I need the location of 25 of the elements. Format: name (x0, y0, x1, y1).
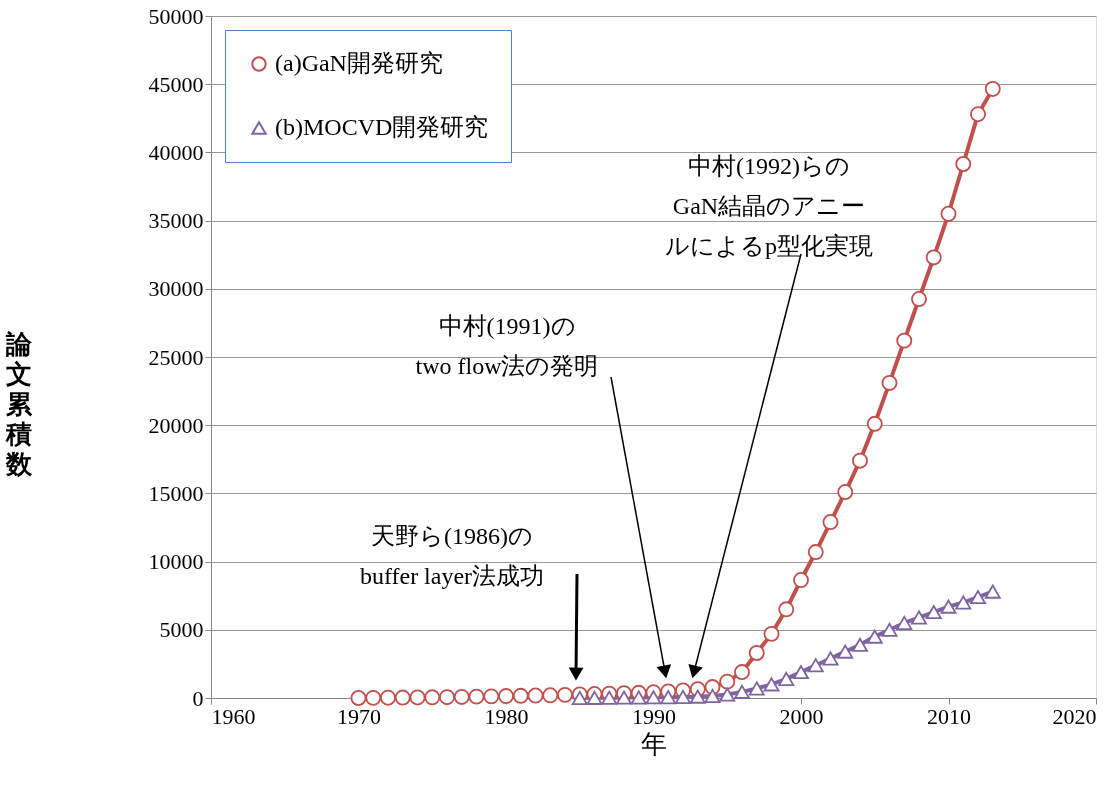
annotation: 天野ら(1986)の buffer layer法成功 (359, 523, 545, 589)
x-tick-label: 2000 (779, 703, 824, 729)
x-tick-label: 1990 (632, 703, 676, 729)
y-tick-label: 20000 (148, 412, 204, 438)
y-tick-label: 45000 (148, 71, 204, 97)
y-tick-label: 30000 (148, 276, 204, 302)
annotation: 中村(1992)らの GaN結晶のアニールによるp型化実現 (665, 153, 873, 259)
legend-label: (a)GaN開発研究 (275, 50, 443, 76)
y-tick-label: 15000 (148, 480, 204, 506)
y-tick-label: 0 (192, 685, 204, 711)
x-axis-title: 年 (641, 729, 667, 759)
y-tick-label: 35000 (148, 208, 204, 234)
y-axis-title: 論文累積数 (4, 329, 33, 479)
x-tick-label: 1960 (211, 703, 256, 729)
y-tick-label: 40000 (148, 139, 204, 165)
y-tick-label: 5000 (159, 617, 204, 643)
x-tick-label: 2020 (1052, 703, 1097, 729)
y-tick-label: 10000 (148, 549, 204, 575)
x-tick-label: 2010 (927, 703, 971, 729)
legend-label: (b)MOCVD開発研究 (275, 114, 489, 140)
x-tick-label: 1970 (337, 703, 381, 729)
x-tick-label: 1980 (484, 703, 529, 729)
y-tick-label: 25000 (148, 344, 204, 370)
annotation: 中村(1991)の two flow法の発明 (415, 313, 599, 379)
y-tick-label: 50000 (148, 3, 204, 29)
